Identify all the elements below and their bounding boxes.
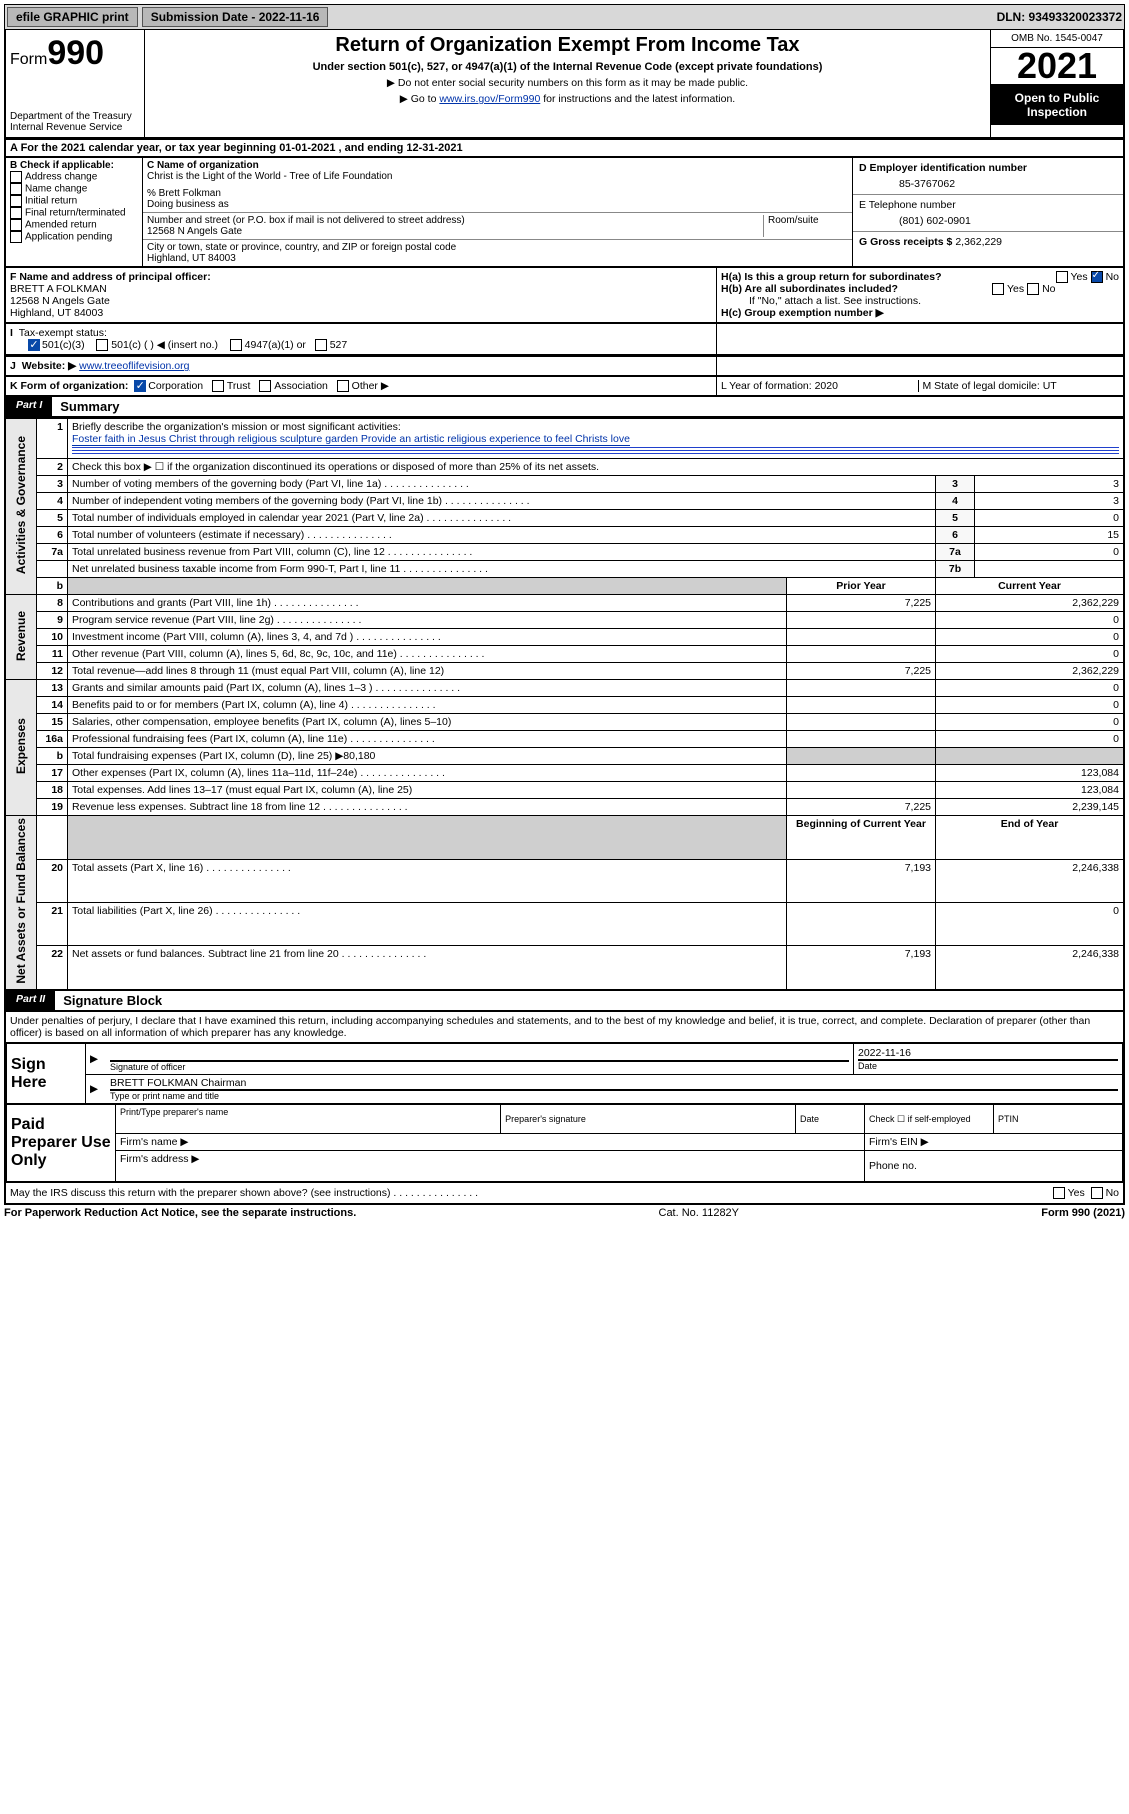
website-link[interactable]: www.treeoflifevision.org — [79, 360, 189, 372]
side-expenses: Expenses — [14, 718, 28, 774]
summary-table: Activities & Governance 1 Briefly descri… — [4, 418, 1125, 991]
check-name-change[interactable]: Name change — [10, 183, 138, 195]
501c3-check[interactable]: ✓ — [28, 339, 40, 351]
officer-name: BRETT A FOLKMAN — [10, 283, 107, 295]
prior-year-header: Prior Year — [787, 578, 936, 595]
prep-sig-header: Preparer's signature — [501, 1105, 796, 1134]
org-name-label: C Name of organization — [147, 160, 848, 171]
gross-receipts-label: G Gross receipts $ — [859, 236, 952, 248]
begin-year-header: Beginning of Current Year — [787, 816, 936, 859]
hb-note: If "No," attach a list. See instructions… — [721, 295, 1119, 307]
ha-label: H(a) Is this a group return for subordin… — [721, 271, 942, 283]
form-title: Return of Organization Exempt From Incom… — [149, 34, 986, 57]
current-year-header: Current Year — [936, 578, 1125, 595]
efile-topbar: efile GRAPHIC print Submission Date - 20… — [4, 4, 1125, 30]
discuss-question: May the IRS discuss this return with the… — [10, 1187, 478, 1199]
firm-name-label: Firm's name ▶ — [116, 1134, 865, 1151]
dept-treasury: Department of the Treasury — [10, 111, 140, 122]
declaration-text: Under penalties of perjury, I declare th… — [6, 1012, 1123, 1043]
sign-date: 2022-11-16 — [858, 1047, 911, 1059]
ein-value: 85-3767062 — [859, 174, 1117, 190]
ssn-note: ▶ Do not enter social security numbers o… — [149, 77, 986, 89]
cat-number: Cat. No. 11282Y — [659, 1207, 740, 1219]
year-formation: L Year of formation: 2020 — [721, 380, 919, 392]
box-b-label: B Check if applicable: — [10, 160, 138, 171]
ein-label: D Employer identification number — [859, 162, 1117, 174]
hc-label: H(c) Group exemption number ▶ — [721, 307, 1119, 319]
irs-link[interactable]: www.irs.gov/Form990 — [439, 93, 540, 105]
state-domicile: M State of legal domicile: UT — [919, 380, 1120, 392]
goto-note: ▶ Go to www.irs.gov/Form990 for instruct… — [149, 93, 986, 105]
firm-ein-label: Firm's EIN ▶ — [865, 1134, 1123, 1151]
officer-addr1: 12568 N Angels Gate — [10, 295, 110, 307]
hb-label: H(b) Are all subordinates included? — [721, 283, 898, 295]
officer-label: F Name and address of principal officer: — [10, 271, 211, 283]
identity-block: B Check if applicable: Address change Na… — [4, 158, 1125, 268]
signer-name-label: Type or print name and title — [110, 1089, 1118, 1101]
ha-no-check[interactable] — [1091, 271, 1103, 283]
row-a-tax-year: A For the 2021 calendar year, or tax yea… — [4, 139, 1125, 158]
sign-here-label: Sign Here — [7, 1044, 86, 1104]
street-label: Number and street (or P.O. box if mail i… — [147, 215, 763, 226]
dln-label: DLN: 93493320023372 — [997, 10, 1122, 24]
form-footer: Form 990 (2021) — [1041, 1207, 1125, 1219]
check-application-pending[interactable]: Application pending — [10, 231, 138, 243]
corporation-check[interactable]: ✓ — [134, 380, 146, 392]
side-revenue: Revenue — [14, 611, 28, 661]
sig-officer-label: Signature of officer — [110, 1060, 849, 1072]
line2-text: Check this box ▶ ☐ if the organization d… — [68, 459, 1125, 476]
part2-header: Part II — [6, 991, 55, 1010]
open-inspection-badge: Open to Public Inspection — [991, 85, 1123, 125]
org-name: Christ is the Light of the World - Tree … — [147, 171, 848, 182]
side-activities: Activities & Governance — [14, 436, 28, 574]
dba-label: Doing business as — [147, 199, 848, 210]
gross-receipts-value: 2,362,229 — [955, 236, 1002, 248]
end-year-header: End of Year — [936, 816, 1125, 859]
side-netassets: Net Assets or Fund Balances — [14, 818, 28, 984]
city-value: Highland, UT 84003 — [147, 253, 848, 264]
irs-label: Internal Revenue Service — [10, 122, 140, 133]
telephone-value: (801) 602-0901 — [859, 211, 1117, 227]
check-address-change[interactable]: Address change — [10, 171, 138, 183]
city-label: City or town, state or province, country… — [147, 242, 848, 253]
officer-addr2: Highland, UT 84003 — [10, 307, 103, 319]
check-final-return[interactable]: Final return/terminated — [10, 207, 138, 219]
website-label: Website: ▶ — [22, 360, 77, 372]
room-suite-label: Room/suite — [763, 215, 848, 237]
tax-status-label: Tax-exempt status: — [19, 327, 107, 339]
signer-name: BRETT FOLKMAN Chairman — [110, 1077, 246, 1089]
firm-phone-label: Phone no. — [865, 1151, 1123, 1182]
mission-text: Foster faith in Jesus Christ through rel… — [72, 433, 630, 446]
paperwork-notice: For Paperwork Reduction Act Notice, see … — [4, 1207, 356, 1219]
prep-name-header: Print/Type preparer's name — [116, 1105, 501, 1134]
prep-ptin-header: PTIN — [994, 1105, 1123, 1134]
part2-title: Signature Block — [55, 991, 170, 1010]
tax-year: 2021 — [991, 48, 1123, 85]
efile-print-button[interactable]: efile GRAPHIC print — [7, 7, 138, 27]
form-number: Form990 — [10, 34, 140, 73]
form-header: Form990 Department of the Treasury Inter… — [4, 30, 1125, 139]
street-value: 12568 N Angels Gate — [147, 226, 763, 237]
form-org-label: K Form of organization: — [10, 380, 128, 392]
part1-title: Summary — [52, 397, 127, 416]
date-label: Date — [858, 1059, 1118, 1071]
officer-group-row: F Name and address of principal officer:… — [4, 268, 1125, 324]
firm-address-label: Firm's address ▶ — [116, 1151, 865, 1182]
form-subtitle: Under section 501(c), 527, or 4947(a)(1)… — [149, 61, 986, 73]
prep-date-header: Date — [796, 1105, 865, 1134]
part1-header: Part I — [6, 397, 52, 416]
telephone-label: E Telephone number — [859, 199, 1117, 211]
paid-preparer-label: Paid Preparer Use Only — [7, 1105, 116, 1182]
submission-date-pill: Submission Date - 2022-11-16 — [142, 7, 329, 27]
prep-selfemployed: Check ☐ if self-employed — [865, 1105, 994, 1134]
care-of: % Brett Folkman — [147, 188, 848, 199]
check-initial-return[interactable]: Initial return — [10, 195, 138, 207]
mission-label: Briefly describe the organization's miss… — [72, 421, 401, 433]
check-amended-return[interactable]: Amended return — [10, 219, 138, 231]
